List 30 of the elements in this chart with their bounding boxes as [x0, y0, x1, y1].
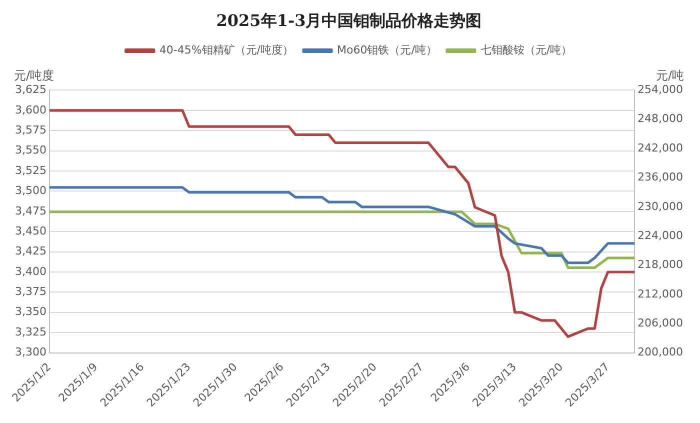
- y2-tick-label: 218,000: [638, 258, 684, 272]
- y-tick-label: 3,575: [14, 123, 46, 136]
- y-tick-label: 3,425: [14, 244, 46, 258]
- y-tick-label: 3,325: [14, 325, 46, 338]
- y2-tick-label: 224,000: [638, 228, 684, 242]
- y-tick-label: 3,550: [14, 144, 46, 157]
- y-tick-label: 3,500: [14, 184, 46, 198]
- legend-label: 40-45%钼精矿（元/吨度）: [159, 44, 294, 57]
- y2-tick-label: 236,000: [638, 170, 684, 184]
- y2-tick-label: 242,000: [638, 141, 684, 154]
- y2-tick-label: 248,000: [638, 112, 684, 126]
- y-tick-label: 3,450: [14, 224, 46, 238]
- y2-tick-label: 212,000: [638, 287, 684, 300]
- legend-label: 七钼酸铵（元/吨）: [480, 44, 572, 57]
- y2-axis-title: 元/吨: [656, 68, 684, 82]
- y2-tick-label: 254,000: [638, 83, 684, 96]
- y-tick-label: 3,625: [14, 83, 46, 96]
- y-tick-label: 3,475: [14, 204, 46, 218]
- y2-tick-label: 200,000: [638, 346, 684, 359]
- y-tick-label: 3,400: [14, 264, 46, 278]
- y-tick-label: 3,600: [14, 103, 46, 116]
- y-tick-label: 3,525: [14, 164, 46, 177]
- y2-tick-label: 206,000: [638, 316, 684, 330]
- legend-label: Mo60钼铁（元/吨）: [336, 44, 437, 57]
- y-axis-title: 元/吨度: [14, 68, 54, 82]
- y-tick-label: 3,300: [14, 346, 46, 359]
- y2-tick-label: 230,000: [638, 200, 684, 213]
- y-tick-label: 3,375: [14, 285, 46, 298]
- chart-title: 2025年1-3月中国钼制品价格走势图: [216, 10, 482, 30]
- y-tick-label: 3,350: [14, 305, 46, 318]
